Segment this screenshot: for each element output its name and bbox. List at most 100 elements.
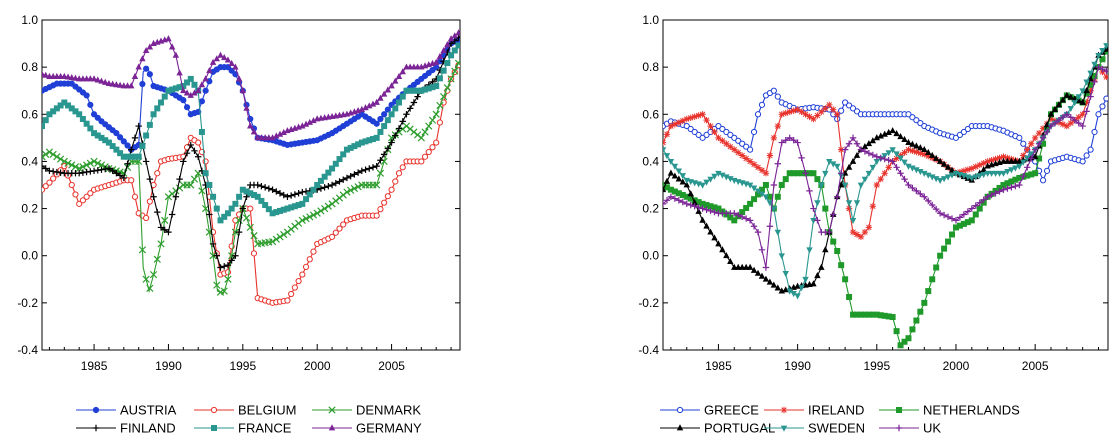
data-point [354,169,362,176]
data-point [845,102,853,109]
legend-marker [328,406,336,414]
data-point [228,205,235,212]
data-point [731,134,738,141]
data-point [65,102,72,109]
data-point [422,86,429,93]
data-point [444,41,451,48]
data-point [284,193,291,200]
data-point [754,188,762,195]
data-point [384,106,391,113]
data-point [869,164,877,172]
data-point [143,214,150,222]
data-point [711,173,718,180]
data-point [79,116,86,122]
data-point [798,170,805,177]
data-point [925,288,932,295]
data-point [392,132,399,139]
data-point [845,163,853,170]
data-point [440,92,448,101]
data-point [663,200,667,208]
data-point [818,108,825,116]
data-point [128,177,135,184]
data-point [42,153,46,161]
data-point [996,154,1003,162]
series-france [42,42,460,224]
data-point [723,140,730,147]
data-point [418,158,425,165]
data-point [358,139,365,146]
data-point [790,107,797,114]
data-point [917,169,924,176]
data-point [242,214,251,222]
data-point [314,182,321,188]
data-point [247,190,254,197]
data-point [746,146,754,153]
data-point [220,287,228,295]
data-point [343,174,351,182]
data-point [663,139,667,146]
data-point [940,160,948,167]
data-point [380,151,388,158]
data-point [309,211,318,219]
data-point [703,116,710,124]
data-point [723,128,730,136]
data-point [802,111,809,118]
data-point [328,181,336,189]
data-point [421,128,429,136]
data-point [679,178,686,185]
data-point [124,160,131,167]
legend-item-germany: GERMANY [312,421,422,436]
data-point [202,87,209,94]
data-point [213,55,220,62]
data-point [433,83,440,89]
data-point [980,196,987,203]
data-point [399,164,406,171]
data-point [1075,119,1082,127]
data-point [128,153,135,160]
data-point [703,222,710,229]
legend-item-ireland: IRELAND [764,403,864,418]
data-point [960,211,968,218]
data-point [347,144,354,151]
data-point [1059,96,1067,103]
data-point [921,170,928,177]
legend-item-denmark: DENMARK [312,403,421,418]
data-point [232,63,239,70]
data-point [711,208,718,216]
series-portugal [663,45,1108,294]
data-point [303,196,310,203]
data-point [806,170,813,177]
data-point [373,120,380,127]
data-point [87,125,94,132]
data-point [187,141,194,149]
data-point [384,145,392,152]
data-point [377,128,384,135]
data-point [929,276,936,283]
data-point [877,175,884,183]
data-point [909,165,916,172]
data-point [691,198,698,206]
data-point [1012,182,1019,190]
data-point [191,147,198,155]
data-point [976,199,983,206]
data-point [287,192,295,199]
data-point [869,203,877,210]
data-point [105,165,113,172]
legend-label: GREECE [704,403,759,418]
data-point [388,139,395,146]
data-point [135,153,142,160]
data-point [782,176,789,183]
data-point [842,276,849,283]
data-point [128,82,135,89]
data-point [929,174,936,181]
data-point [972,211,979,218]
data-point [451,47,458,54]
legend-item-france: FRANCE [194,421,292,436]
data-point [1027,155,1035,162]
data-point [1099,65,1106,73]
data-point [901,135,908,143]
series-greece [663,87,1108,184]
data-point [239,186,246,193]
data-point [46,179,53,186]
data-point [956,131,964,139]
